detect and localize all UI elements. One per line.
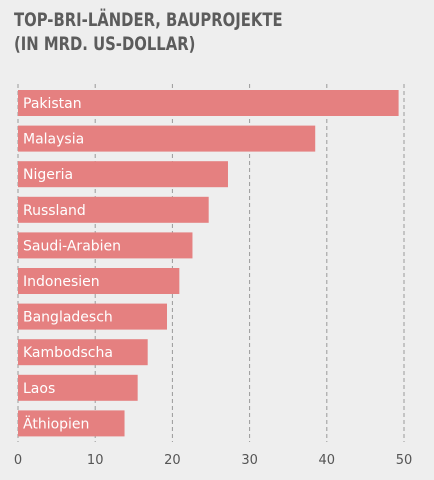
bar-label-9: Laos xyxy=(23,381,55,397)
bar-3 xyxy=(18,161,228,188)
chart-title: TOP-BRI-LÄNDER, BAUPROJEKTE (IN MRD. US-… xyxy=(14,8,283,56)
bar-label-10: Äthiopien xyxy=(23,414,89,432)
x-tick-label-40: 40 xyxy=(319,453,336,468)
chart-title-line-1: TOP-BRI-LÄNDER, BAUPROJEKTE xyxy=(14,9,283,31)
x-axis-ticks: 0 10 20 30 40 50 xyxy=(14,453,412,468)
bar-label-7: Bangladesch xyxy=(23,310,113,326)
x-tick-label-30: 30 xyxy=(241,453,258,468)
bar-2 xyxy=(18,125,316,152)
bar-6 xyxy=(18,268,180,294)
bar-4 xyxy=(18,196,209,223)
bar-label-6: Indonesien xyxy=(23,274,100,290)
bar-1 xyxy=(18,90,399,116)
bar-label-3: Nigeria xyxy=(23,167,73,183)
bar-7 xyxy=(18,303,167,330)
bar-label-8: Kambodscha xyxy=(23,345,113,361)
bar-label-5: Saudi-Arabien xyxy=(23,238,121,254)
x-tick-label-0: 0 xyxy=(14,453,22,468)
bar-label-4: Russland xyxy=(23,203,86,219)
x-tick-label-50: 50 xyxy=(396,453,413,468)
bar-label-1: Pakistan xyxy=(23,96,82,112)
chart-title-line-2: (IN MRD. US-DOLLAR) xyxy=(14,33,196,55)
x-tick-label-20: 20 xyxy=(164,453,181,468)
bar-8 xyxy=(18,339,148,366)
bars: Pakistan Malaysia Nigeria Russland Saudi-Ara… xyxy=(18,90,399,437)
bar-9 xyxy=(18,374,138,401)
x-tick-label-10: 10 xyxy=(87,453,104,468)
bar-5 xyxy=(18,232,193,259)
bar-10 xyxy=(18,410,125,437)
bar-label-2: Malaysia xyxy=(23,132,84,148)
